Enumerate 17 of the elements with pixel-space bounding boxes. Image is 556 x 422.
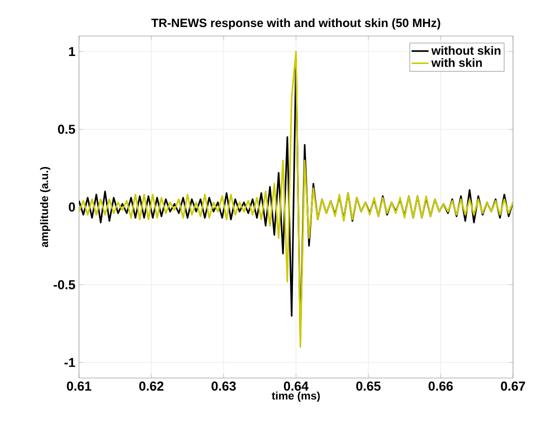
y-tick-label: -0.5	[54, 280, 76, 290]
y-axis-title: amplitude (a.u.)	[40, 167, 50, 248]
x-tick-label: 0.63	[212, 382, 236, 391]
legend-label: with skin	[431, 58, 482, 67]
x-tick-label: 0.66	[428, 382, 453, 391]
y-tick-label: 0	[68, 202, 75, 212]
x-tick-label: 0.65	[356, 382, 381, 391]
y-tick-label: -1	[64, 358, 76, 367]
y-tick-label: 1	[69, 47, 76, 56]
x-axis-title: time (ms)	[272, 392, 320, 402]
x-tick-label: 0.61	[66, 382, 92, 391]
x-tick-label: 0.67	[500, 382, 526, 391]
chart-title: TR-NEWS response with and without skin (50 MHz)	[151, 18, 440, 30]
x-tick-label: 0.62	[139, 382, 164, 391]
y-tick-label: 0.5	[58, 124, 76, 134]
legend-label: without skin	[431, 46, 500, 55]
x-tick-label: 0.64	[284, 382, 309, 391]
